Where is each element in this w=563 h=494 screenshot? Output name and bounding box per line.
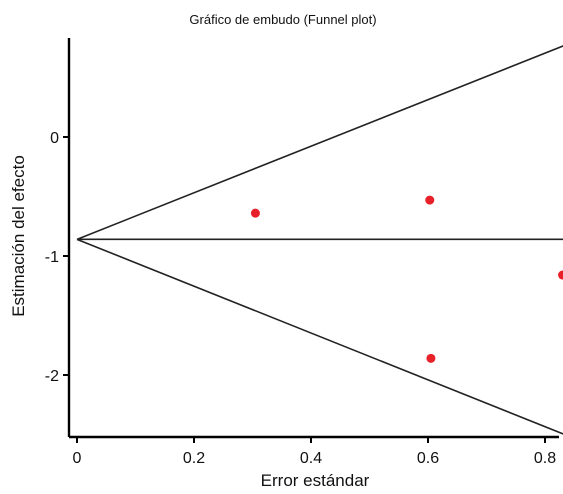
y-tick-label-2: -2 [45,368,59,385]
data-point-3 [426,353,436,363]
x-tick-label-4: 0.8 [534,450,556,467]
funnel-lines [76,45,563,435]
x-tick-label-3: 0.6 [417,450,439,467]
data-point-2 [425,195,435,205]
plot-frame [67,38,559,439]
funnel-upper-line [76,45,563,241]
data-point-4 [558,270,563,280]
chart-title: Gráfico de embudo (Funnel plot) [189,12,376,27]
y-axis-title: Estimación del efecto [9,155,28,317]
x-axis-title: Error estándar [261,471,370,490]
funnel-lower-line [76,238,563,435]
x-axis-ticks: 0 0.2 0.4 0.6 0.8 [73,437,556,467]
data-point-1 [250,208,260,218]
y-tick-label-0: 0 [50,130,59,147]
x-tick-label-2: 0.4 [300,450,322,467]
x-tick-label-0: 0 [73,450,82,467]
x-tick-label-1: 0.2 [183,450,205,467]
data-points [250,195,563,363]
y-tick-label-1: -1 [45,249,59,266]
y-axis-ticks: 0 -1 -2 [45,130,69,385]
